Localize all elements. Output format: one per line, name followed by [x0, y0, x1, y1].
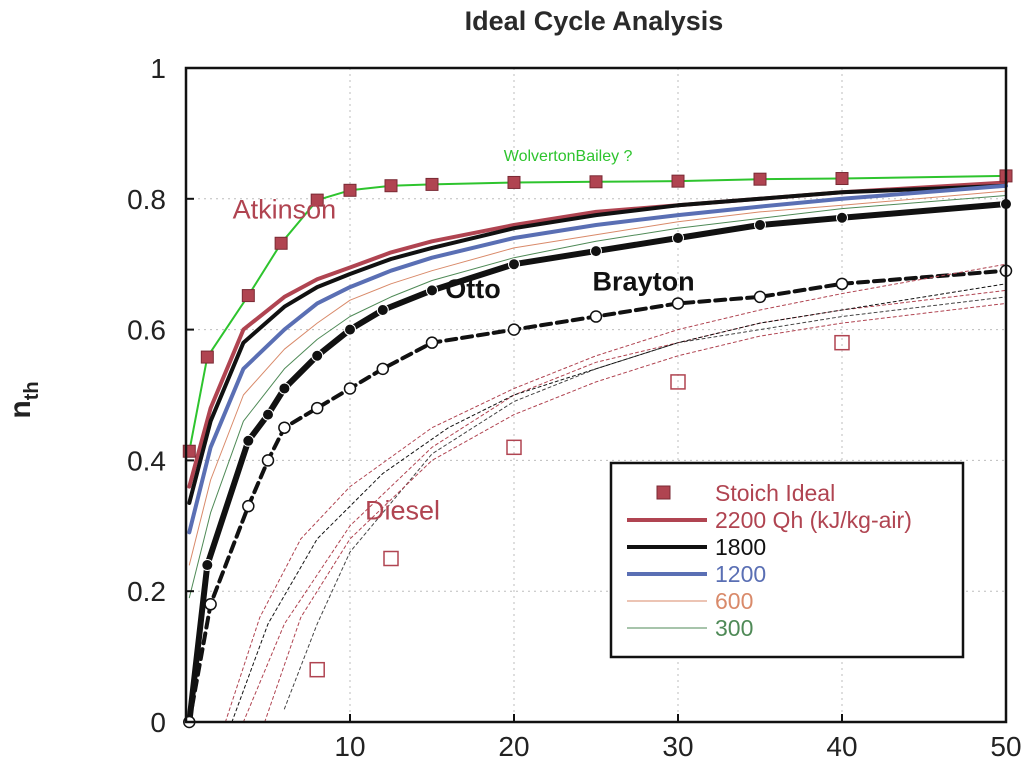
legend-label: 2200 Qh (kJ/kg-air) [715, 507, 912, 533]
legend-label: 300 [715, 615, 753, 641]
series-line [187, 180, 1008, 489]
x-ticks: 10 20 30 40 50 [334, 714, 1022, 762]
data-point [242, 434, 255, 447]
x-tick-label: 20 [498, 731, 529, 762]
series-line [283, 296, 1007, 710]
x-tick-label: 40 [826, 731, 857, 762]
chart-title: Ideal Cycle Analysis [465, 6, 724, 36]
y-tick-label: 0.8 [127, 184, 166, 215]
x-tick-label: 10 [334, 731, 365, 762]
legend-label: Stoich Ideal [715, 480, 835, 506]
y-tick-label: 0.6 [127, 315, 166, 346]
data-point [589, 310, 603, 323]
data-point [278, 382, 291, 395]
annotation-label: Otto [445, 274, 500, 304]
x-tick-label: 30 [662, 731, 693, 762]
y-axis-label: nth [4, 381, 43, 418]
data-point [590, 245, 602, 258]
data-point [507, 175, 521, 189]
data-point [425, 177, 439, 191]
data-point [672, 232, 684, 245]
annotation-label: Atkinson [233, 194, 337, 224]
series-line [264, 302, 1007, 723]
data-point [204, 598, 217, 611]
series-line [224, 263, 1007, 723]
data-point [754, 218, 766, 231]
data-point [383, 550, 399, 567]
data-point [309, 661, 325, 678]
plot-frame [184, 66, 1008, 724]
data-point [343, 183, 357, 197]
y-axis-label-subscript: th [21, 381, 43, 400]
legend-label: 1800 [715, 534, 766, 560]
data-point [201, 559, 214, 572]
data-point [200, 350, 214, 364]
data-point [310, 193, 324, 207]
y-tick-label: 1 [150, 53, 166, 84]
data-point [836, 211, 848, 224]
data-point [311, 349, 324, 362]
annotation-label: Diesel [365, 495, 440, 525]
data-point [343, 382, 357, 395]
y-tick-label: 0.2 [127, 576, 166, 607]
data-point [589, 175, 603, 189]
data-point [344, 323, 356, 336]
y-tick-label: 0 [150, 707, 166, 738]
y-axis-label-main: n [4, 400, 37, 418]
data-point [278, 421, 291, 434]
data-point [506, 439, 522, 456]
legend-label: 1200 [715, 561, 766, 587]
data-point [384, 179, 398, 193]
data-point [670, 374, 686, 390]
legend-swatch [656, 485, 671, 500]
legend-label: 600 [715, 588, 753, 614]
y-tick-label: 0.4 [127, 445, 166, 476]
annotation-layer: Atkinson WolvertonBailey ? Otto Brayton Dies… [233, 148, 695, 525]
data-point [376, 362, 390, 376]
annotation-label: Brayton [593, 266, 695, 296]
data-point [261, 454, 275, 467]
data-point [507, 323, 521, 336]
series-line [188, 195, 1007, 599]
series-line [188, 190, 1007, 566]
series-line [231, 283, 1007, 723]
data-point [376, 303, 389, 316]
marker-layer [182, 169, 1013, 729]
annotation-label: WolvertonBailey ? [504, 148, 633, 165]
data-point [274, 236, 288, 250]
data-point [310, 401, 324, 415]
data-point [508, 258, 520, 271]
data-point [426, 284, 438, 297]
data-point [834, 334, 850, 351]
data-point [425, 336, 439, 349]
data-point [835, 277, 849, 291]
series-line [188, 174, 1007, 453]
data-point [671, 174, 685, 188]
y-ticks: 0 0.2 0.4 0.6 0.8 1 [127, 53, 194, 738]
legend-box [609, 461, 965, 659]
series-line [187, 183, 1008, 535]
data-point [835, 172, 849, 186]
data-point [753, 290, 767, 304]
data-point [262, 408, 274, 421]
data-point [671, 297, 685, 310]
data-point [241, 289, 255, 303]
x-tick-label: 50 [990, 731, 1021, 762]
series-line [187, 183, 1008, 505]
data-point [753, 172, 767, 186]
data-point [242, 499, 255, 513]
